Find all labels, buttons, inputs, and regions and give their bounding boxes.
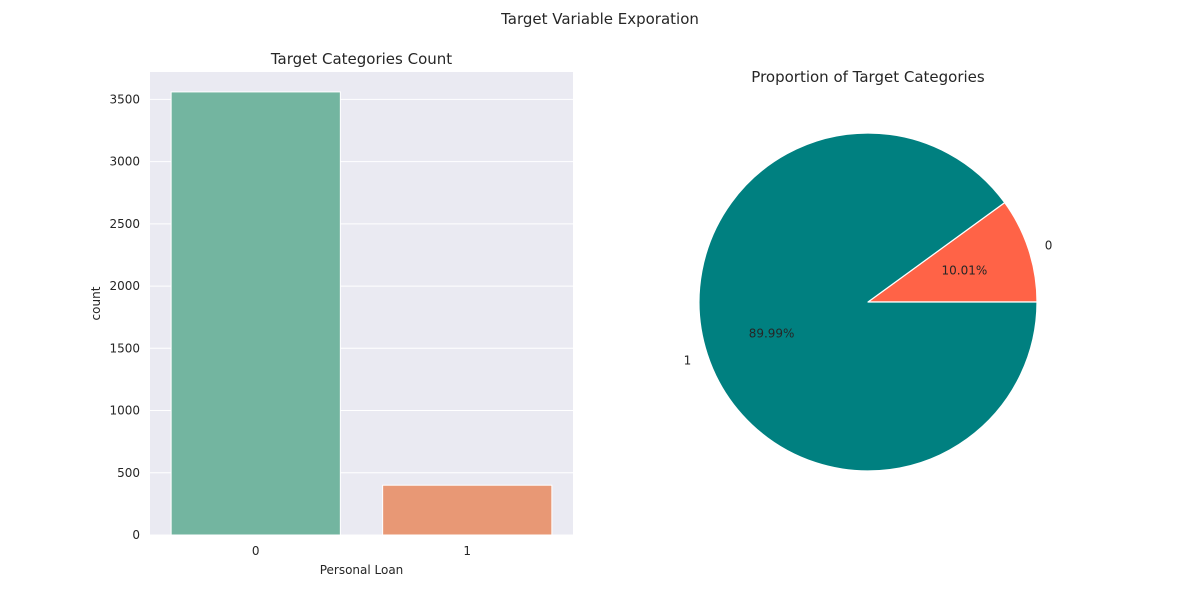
bar-y-tick-label: 2500 [109,217,140,231]
pie-slice-percent: 89.99% [749,326,795,340]
bar-y-tick-label: 1500 [109,341,140,355]
pie-slice-percent: 10.01% [942,264,988,278]
pie-slice-0 [867,201,1038,303]
bar-1 [382,484,553,536]
pie-chart-title: Proportion of Target Categories [751,68,985,86]
bar-y-tick-label: 500 [117,466,140,480]
pie-slice-label: 0 [1045,238,1053,252]
bar-x-tick-label: 1 [463,544,471,558]
pie-slice-label: 1 [684,354,692,368]
bar-x-axis-label: Personal Loan [320,563,404,577]
pie-chart: Proportion of Target Categories 0 10.01% 1… [684,68,1053,472]
bar-y-tick-label: 2000 [109,279,140,293]
figure-suptitle: Target Variable Exporation [500,10,699,28]
bar-0 [170,91,341,536]
bar-x-tick-label: 0 [252,544,260,558]
bar-chart-title: Target Categories Count [270,50,452,68]
pie-slices: 0 10.01% 1 89.99% [684,132,1053,472]
bar-y-tick-label: 0 [132,528,140,542]
bar-marks [170,91,553,536]
pie-slice-1 [698,132,1038,472]
bar-y-tick-label: 3500 [109,92,140,106]
bar-y-tick-label: 3000 [109,155,140,169]
bar-y-tick-label: 1000 [109,404,140,418]
bar-y-ticks: 0 500 1000 1500 2000 2500 3000 3500 [109,92,140,542]
bar-y-axis-label: count [89,286,103,320]
